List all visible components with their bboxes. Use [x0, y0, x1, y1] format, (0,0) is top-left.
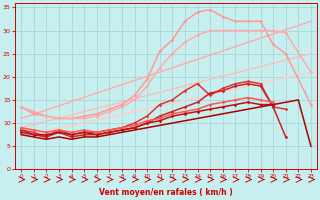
- X-axis label: Vent moyen/en rafales ( km/h ): Vent moyen/en rafales ( km/h ): [99, 188, 233, 197]
